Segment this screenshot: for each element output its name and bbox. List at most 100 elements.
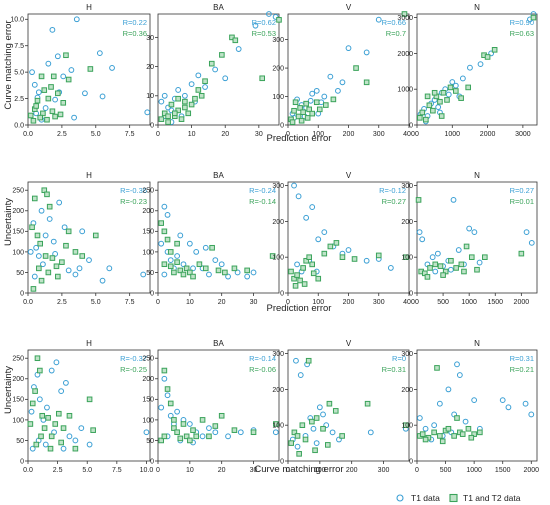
t1-point [168,107,175,114]
t1-point [190,265,196,272]
t1-point [31,273,38,280]
t1t2-point [167,249,174,255]
panel-frame [157,13,280,126]
t1-point [416,229,423,236]
t1-point [476,259,483,266]
x-tick-label: 3000 [515,131,531,138]
t1t2-point [419,431,426,437]
y-tick-label: 100 [142,249,154,256]
y-tick-label: 0 [20,458,24,465]
t1t2-point [292,99,299,106]
t1t2-point [87,66,94,72]
t1t2-point [30,117,37,124]
t1-point [471,229,478,236]
x-tick-label: 300 [378,467,390,474]
y-tick-label: 100 [272,94,284,101]
x-tick-label: 2000 [480,131,496,138]
r-value-t1t2: R=-0.06 [249,365,276,374]
x-tick-label: 0.0 [23,131,33,138]
panel-frame [416,349,538,462]
t1t2-point [202,265,209,272]
t1t2-point [229,34,235,41]
panel-title: BA [213,339,224,348]
x-tick-label: 30 [255,131,263,138]
t1t2-point [471,431,477,437]
r-value-t1: R=0 [392,354,406,363]
panel-frame [157,349,280,462]
t1t2-point [465,84,471,91]
y-tick-label: 0 [20,290,24,297]
t1t2-point [196,261,203,268]
y-tick-label: 7.5 [14,43,24,50]
y-tick-label: 150 [142,397,154,404]
x-tick-label: 100 [312,299,324,306]
y-tick-label: 100 [12,417,24,424]
t1t2-point [171,425,177,431]
t1t2-point [259,75,265,82]
y-tick-label: 0 [280,122,284,129]
t1t2-point [199,417,206,423]
t1-point [164,392,171,399]
scatter-panels: H 0.0 2.5 5.0 7.5 0.0 2.5 5.0 7.5 10.0 R=0.22 R=0.3… [10,3,539,474]
t1t2-point [482,254,488,260]
y-tick-label: 0 [150,458,154,465]
t1-point [38,207,45,214]
x-tick-label: 2.5 [57,131,67,138]
t1t2-point [269,253,276,259]
t1t2-point [453,265,459,271]
t1-point [42,105,49,111]
x-tick-label: 10 [188,131,196,138]
y-tick-label: 10 [146,93,154,100]
t1-point [193,248,200,255]
t1-point [56,199,63,206]
y-tick-label: 10.0 [10,17,24,24]
t1t2-point [37,114,44,121]
t1t2-point [34,97,41,104]
t1t2-point [444,97,450,103]
t1-point [27,248,34,255]
t1-point [73,16,80,23]
t1t2-point [316,106,323,113]
y-tick-label: 250 [142,356,154,363]
t1t2-point [288,440,294,446]
t1t2-point [422,436,429,443]
t1t2-point [29,400,36,407]
t1-point [158,98,165,105]
t1-point [309,90,316,97]
r-value-t1t2: R=-0.23 [120,197,147,206]
t1t2-point [309,110,315,117]
t1t2-point [188,101,195,108]
t1t2-point [183,433,190,440]
t1t2-point [174,240,180,247]
t1t2-point [31,195,38,202]
panel-title: H [86,339,92,348]
t1t2-point [45,269,52,276]
panel-frame [27,181,151,294]
t1t2-point [364,400,371,407]
y-tick-label: 50 [146,270,154,277]
t1-point [42,232,49,239]
y-tick-label: 250 [142,188,154,195]
y-tick-label: 100 [12,249,24,256]
x-tick-label: 0 [286,131,290,138]
t1t2-point [461,268,467,275]
y-tick-label: 0 [150,122,154,129]
t1-point [297,372,304,378]
t1t2-point [430,107,436,114]
t1-point [212,257,219,264]
x-tick-label: 30 [250,299,258,306]
t1t2-point [165,113,171,120]
t1t2-point [297,105,303,111]
t1-point [48,367,55,374]
t1-point [161,271,168,278]
t1t2-point [168,101,175,108]
t1t2-point [305,357,312,364]
panel-title: H [86,3,92,12]
r-value-t1: R=-0.12 [379,186,406,195]
t1t2-point [484,54,491,60]
t1-point [454,361,460,368]
t1t2-point [192,95,198,102]
t1-point [250,269,257,276]
t1-point [422,425,429,432]
t1-point [66,433,73,440]
